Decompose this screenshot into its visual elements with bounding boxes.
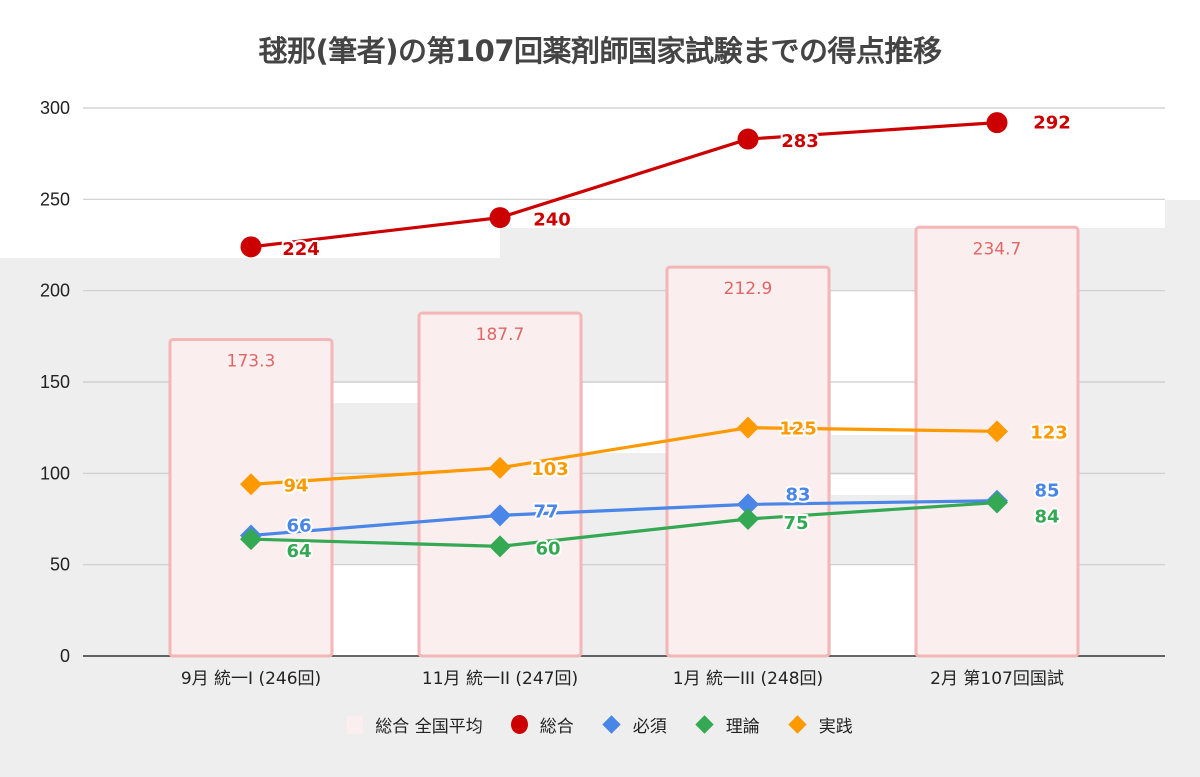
background-patch [500,228,665,258]
data-point-circle [737,128,759,150]
legend-label: 必須 [632,717,667,737]
data-point-diamond [240,528,262,551]
data-point-label: 75 [783,513,808,534]
data-point-diamond [489,504,511,527]
data-point-label: 94 [283,475,308,496]
background-patch [831,290,917,435]
y-tick-label: 50 [50,555,70,575]
y-tick-label: 100 [40,463,70,483]
data-point-circle [240,236,262,258]
data-point-label: 85 [1034,481,1059,502]
bar [665,265,831,658]
data-point-label: 60 [535,538,560,559]
y-tick-label: 250 [40,189,70,209]
data-point-diamond [240,473,262,496]
series-line-1 [250,121,998,249]
data-point-label: 224 [282,239,320,260]
series-line-4 [250,426,998,486]
data-point-diamond [489,456,511,479]
x-tick-label: 11月 統一II (247回) [422,669,578,689]
background-patch [831,475,917,495]
data-point-label: 103 [531,459,569,480]
series-line-2 [250,499,998,538]
data-point-label: 123 [1030,422,1068,443]
data-point-diamond [737,493,759,516]
data-point-diamond [986,420,1008,443]
data-point-diamond [737,416,759,439]
legend-swatch-square-icon [347,715,364,734]
x-tick-label: 2月 第107回国試 [930,669,1064,689]
series-lines: 224 240 283 292 66 77 83 85 64 60 75 84 94 103 125 123 [240,111,1073,564]
chart-title: 毬那(筆者)の第107回薬剤師国家試験までの得点推移 [258,34,942,68]
series-line-3 [250,500,998,549]
bar [417,311,583,658]
bar-value-label: 234.7 [973,239,1022,259]
x-tick-label: 9月 統一I (246回) [181,669,321,689]
y-axis-ticks: 0 50 100 150 200 250 300 [40,98,70,666]
legend-item-series-2: 必須 [602,712,667,737]
legend-label: 理論 [725,717,760,737]
bar-value-label: 212.9 [724,279,773,299]
background-patch [0,0,1200,200]
legend-swatch-diamond-icon [695,715,714,734]
bar [168,337,334,658]
legend-item-series-4: 実践 [788,712,853,737]
bars: 173.3 187.7 212.9 234.7 [168,225,1080,658]
legend-label: 総合 [539,717,574,737]
data-point-diamond [986,491,1008,514]
data-point-diamond [489,535,511,558]
data-point-label: 66 [286,515,311,536]
legend-item-series-1: 総合 [510,712,574,737]
data-point-label: 77 [533,501,558,522]
legend-label: 総合 全国平均 [375,717,483,737]
y-tick-label: 200 [40,281,70,301]
legend-swatch-diamond-icon [788,715,807,734]
bar-value-label: 187.7 [476,325,525,345]
background-patch [333,383,419,403]
data-point-label: 240 [533,210,571,231]
y-tick-label: 0 [60,646,70,666]
y-tick-label: 150 [40,372,70,392]
data-point-label: 125 [779,419,817,440]
data-point-label: 84 [1034,507,1059,528]
legend-item-bars: 総合 全国平均 [347,712,483,737]
data-point-diamond [737,508,759,530]
legend: 総合 全国平均 総合 必須 理論 実践 [0,712,1200,737]
data-point-label: 292 [1033,113,1071,134]
x-axis-ticks: 9月 統一I (246回) 11月 統一II (247回) 1月 統一III (24… [181,669,1064,689]
background-patch [0,200,1165,228]
data-point-circle [986,112,1008,134]
data-point-label: 283 [781,131,819,152]
legend-label: 実践 [818,717,853,737]
data-point-label: 83 [785,484,810,505]
background-patch [333,565,419,657]
data-point-label: 64 [286,541,311,562]
x-tick-label: 1月 統一III (248回) [673,669,823,689]
data-point-circle [489,207,511,229]
legend-swatch-circle-icon [510,715,528,734]
legend-item-series-3: 理論 [695,712,760,737]
y-tick-label: 300 [40,98,70,118]
bar-value-label: 173.3 [227,351,276,371]
background-patch [831,565,917,657]
legend-swatch-diamond-icon [602,715,621,734]
